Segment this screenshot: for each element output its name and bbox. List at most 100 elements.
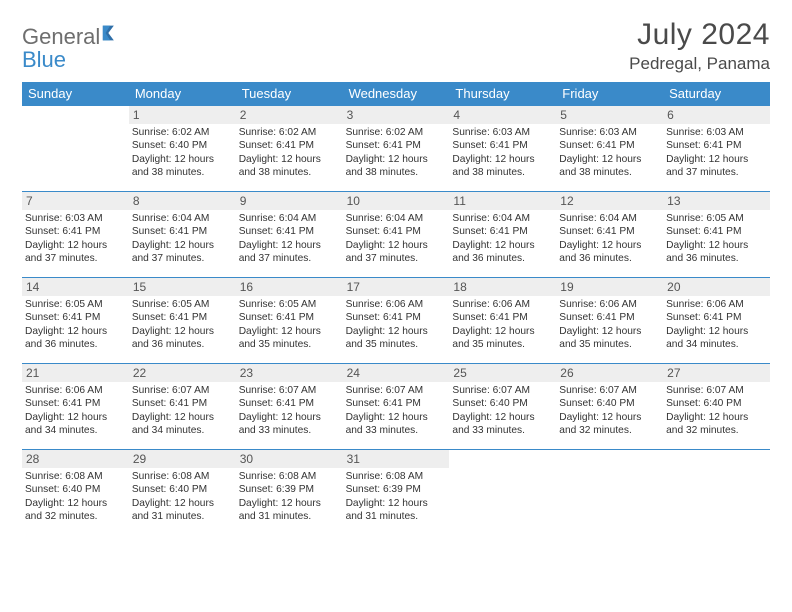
daylight-text: Daylight: 12 hours and 38 minutes. [346,153,447,180]
sunset-text: Sunset: 6:41 PM [25,397,126,410]
sunset-text: Sunset: 6:41 PM [346,139,447,152]
sunrise-text: Sunrise: 6:07 AM [346,384,447,397]
sunrise-text: Sunrise: 6:04 AM [239,212,340,225]
daylight-text: Daylight: 12 hours and 33 minutes. [239,411,340,438]
sunrise-text: Sunrise: 6:02 AM [239,126,340,139]
sunset-text: Sunset: 6:41 PM [452,139,553,152]
sunrise-text: Sunrise: 6:05 AM [666,212,767,225]
daylight-text: Daylight: 12 hours and 36 minutes. [25,325,126,352]
day-body: Sunrise: 6:04 AMSunset: 6:41 PMDaylight:… [236,210,343,270]
sunrise-text: Sunrise: 6:05 AM [132,298,233,311]
daylight-text: Daylight: 12 hours and 37 minutes. [132,239,233,266]
day-body: Sunrise: 6:05 AMSunset: 6:41 PMDaylight:… [22,296,129,356]
day-number: 28 [22,450,129,468]
dow-header: Saturday [663,82,770,106]
sunrise-text: Sunrise: 6:08 AM [346,470,447,483]
day-body: Sunrise: 6:07 AMSunset: 6:41 PMDaylight:… [236,382,343,442]
sunset-text: Sunset: 6:40 PM [25,483,126,496]
daylight-text: Daylight: 12 hours and 38 minutes. [559,153,660,180]
day-cell: 28Sunrise: 6:08 AMSunset: 6:40 PMDayligh… [22,450,129,536]
day-body: Sunrise: 6:05 AMSunset: 6:41 PMDaylight:… [236,296,343,356]
sunrise-text: Sunrise: 6:05 AM [25,298,126,311]
day-body: Sunrise: 6:02 AMSunset: 6:40 PMDaylight:… [129,124,236,184]
daylight-text: Daylight: 12 hours and 35 minutes. [239,325,340,352]
daylight-text: Daylight: 12 hours and 35 minutes. [346,325,447,352]
day-cell: 15Sunrise: 6:05 AMSunset: 6:41 PMDayligh… [129,278,236,364]
day-body: Sunrise: 6:02 AMSunset: 6:41 PMDaylight:… [236,124,343,184]
sunrise-text: Sunrise: 6:04 AM [452,212,553,225]
day-body: Sunrise: 6:07 AMSunset: 6:40 PMDaylight:… [556,382,663,442]
day-cell: 20Sunrise: 6:06 AMSunset: 6:41 PMDayligh… [663,278,770,364]
day-cell: 4Sunrise: 6:03 AMSunset: 6:41 PMDaylight… [449,106,556,192]
sunset-text: Sunset: 6:41 PM [559,225,660,238]
day-cell: 8Sunrise: 6:04 AMSunset: 6:41 PMDaylight… [129,192,236,278]
calendar-grid: SundayMondayTuesdayWednesdayThursdayFrid… [22,82,770,536]
sunset-text: Sunset: 6:40 PM [559,397,660,410]
logo-text-general: General [22,24,100,49]
day-cell: 19Sunrise: 6:06 AMSunset: 6:41 PMDayligh… [556,278,663,364]
day-number: 29 [129,450,236,468]
location-title: Pedregal, Panama [629,54,770,74]
day-cell: 30Sunrise: 6:08 AMSunset: 6:39 PMDayligh… [236,450,343,536]
day-body: Sunrise: 6:08 AMSunset: 6:40 PMDaylight:… [129,468,236,528]
sunset-text: Sunset: 6:39 PM [346,483,447,496]
daylight-text: Daylight: 12 hours and 31 minutes. [239,497,340,524]
day-number: 19 [556,278,663,296]
day-cell: 21Sunrise: 6:06 AMSunset: 6:41 PMDayligh… [22,364,129,450]
sunrise-text: Sunrise: 6:06 AM [346,298,447,311]
daylight-text: Daylight: 12 hours and 38 minutes. [452,153,553,180]
day-body: Sunrise: 6:04 AMSunset: 6:41 PMDaylight:… [449,210,556,270]
day-number: 31 [343,450,450,468]
sunrise-text: Sunrise: 6:02 AM [346,126,447,139]
daylight-text: Daylight: 12 hours and 37 minutes. [25,239,126,266]
sunrise-text: Sunrise: 6:08 AM [25,470,126,483]
day-number: 7 [22,192,129,210]
daylight-text: Daylight: 12 hours and 34 minutes. [132,411,233,438]
day-cell: 27Sunrise: 6:07 AMSunset: 6:40 PMDayligh… [663,364,770,450]
sunrise-text: Sunrise: 6:07 AM [132,384,233,397]
day-body: Sunrise: 6:08 AMSunset: 6:39 PMDaylight:… [236,468,343,528]
day-number: 4 [449,106,556,124]
daylight-text: Daylight: 12 hours and 36 minutes. [559,239,660,266]
day-number: 8 [129,192,236,210]
daylight-text: Daylight: 12 hours and 37 minutes. [346,239,447,266]
sunset-text: Sunset: 6:41 PM [132,397,233,410]
day-number: 5 [556,106,663,124]
daylight-text: Daylight: 12 hours and 38 minutes. [132,153,233,180]
sunset-text: Sunset: 6:41 PM [452,225,553,238]
daylight-text: Daylight: 12 hours and 37 minutes. [666,153,767,180]
day-number: 27 [663,364,770,382]
day-body: Sunrise: 6:03 AMSunset: 6:41 PMDaylight:… [449,124,556,184]
sunset-text: Sunset: 6:41 PM [346,397,447,410]
day-number: 25 [449,364,556,382]
day-number: 11 [449,192,556,210]
sunset-text: Sunset: 6:40 PM [666,397,767,410]
sunset-text: Sunset: 6:41 PM [346,311,447,324]
sunset-text: Sunset: 6:40 PM [132,139,233,152]
sunset-text: Sunset: 6:40 PM [452,397,553,410]
day-number: 14 [22,278,129,296]
day-body: Sunrise: 6:07 AMSunset: 6:40 PMDaylight:… [663,382,770,442]
dow-header: Thursday [449,82,556,106]
day-cell: 9Sunrise: 6:04 AMSunset: 6:41 PMDaylight… [236,192,343,278]
day-cell: 11Sunrise: 6:04 AMSunset: 6:41 PMDayligh… [449,192,556,278]
sunset-text: Sunset: 6:41 PM [346,225,447,238]
day-number: 6 [663,106,770,124]
sunrise-text: Sunrise: 6:07 AM [239,384,340,397]
day-number: 10 [343,192,450,210]
daylight-text: Daylight: 12 hours and 38 minutes. [239,153,340,180]
day-body: Sunrise: 6:04 AMSunset: 6:41 PMDaylight:… [129,210,236,270]
day-body: Sunrise: 6:03 AMSunset: 6:41 PMDaylight:… [663,124,770,184]
sunrise-text: Sunrise: 6:07 AM [559,384,660,397]
day-body: Sunrise: 6:07 AMSunset: 6:40 PMDaylight:… [449,382,556,442]
day-number: 26 [556,364,663,382]
page-header: General Blue July 2024 Pedregal, Panama [22,18,770,74]
day-number: 13 [663,192,770,210]
day-body: Sunrise: 6:02 AMSunset: 6:41 PMDaylight:… [343,124,450,184]
sunrise-text: Sunrise: 6:06 AM [666,298,767,311]
day-cell: 14Sunrise: 6:05 AMSunset: 6:41 PMDayligh… [22,278,129,364]
day-body: Sunrise: 6:05 AMSunset: 6:41 PMDaylight:… [663,210,770,270]
logo-flag-icon [101,22,123,44]
day-body: Sunrise: 6:06 AMSunset: 6:41 PMDaylight:… [556,296,663,356]
daylight-text: Daylight: 12 hours and 36 minutes. [666,239,767,266]
